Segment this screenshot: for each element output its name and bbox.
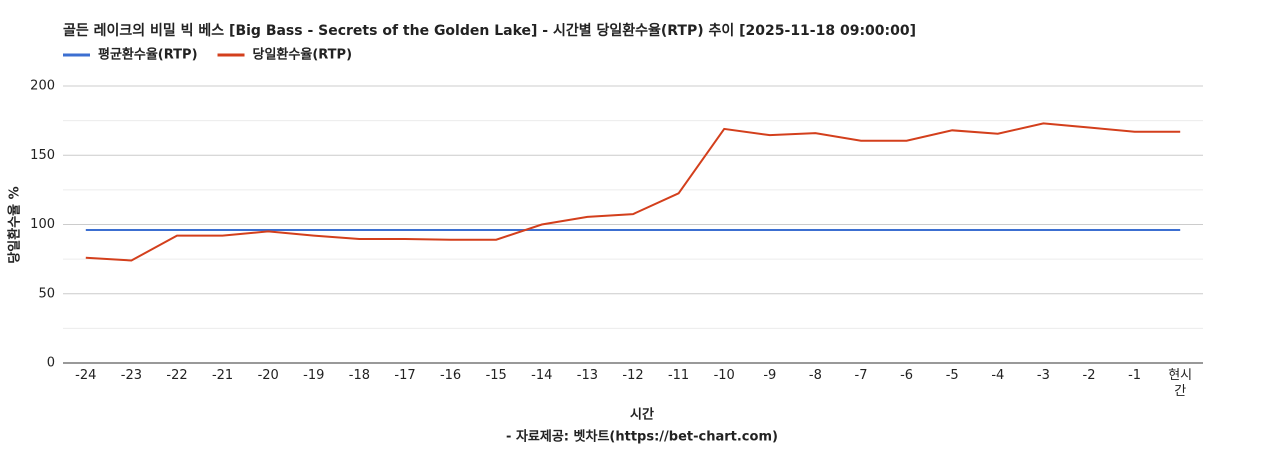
x-tick-label: -9 [763,368,777,383]
x-tick-label: -8 [808,368,822,383]
x-tick-label: -24 [75,368,97,383]
series-line [85,122,1181,262]
y-tick-label: 100 [30,217,55,232]
y-axis-title: 당일환수율 % [7,186,23,263]
x-tick-label: -4 [991,368,1005,383]
x-tick-label: -14 [531,368,553,383]
y-tick-label: 200 [30,79,55,94]
legend-label: 당일환수율(RTP) [253,47,353,63]
x-tick-label: -6 [900,368,914,383]
x-tick-label: -1 [1128,368,1142,383]
x-tick-label: -23 [120,368,142,383]
legend-label: 평균환수율(RTP) [98,47,198,63]
source-note: - 자료제공: 벳차트(https://bet-chart.com) [506,429,778,445]
x-axis-title: 시간 [630,407,654,423]
x-tick-label: -5 [945,368,959,383]
x-tick-label: -21 [211,368,234,383]
x-tick-label: -11 [667,368,690,383]
y-tick-label: 0 [47,356,55,371]
x-tick-label: -3 [1036,368,1050,383]
x-tick-label: -12 [622,368,644,383]
x-tick-label: -22 [166,368,188,383]
x-tick-label: -20 [257,368,279,383]
x-tick-label: -10 [713,368,735,383]
y-tick-label: 50 [38,286,55,301]
chart-title: 골든 레이크의 비밀 빅 베스 [Big Bass - Secrets of t… [63,22,916,39]
y-tick-label: 150 [30,148,55,163]
x-tick-label: 현시간 [1168,368,1193,399]
x-tick-label: -7 [854,368,868,383]
x-tick-label: -17 [394,368,416,383]
x-tick-label: -13 [576,368,598,383]
x-tick-label: -18 [348,368,370,383]
x-tick-label: -2 [1082,368,1096,383]
x-tick-label: -19 [303,368,325,383]
x-tick-label: -15 [485,368,507,383]
x-tick-label: -16 [439,368,462,383]
